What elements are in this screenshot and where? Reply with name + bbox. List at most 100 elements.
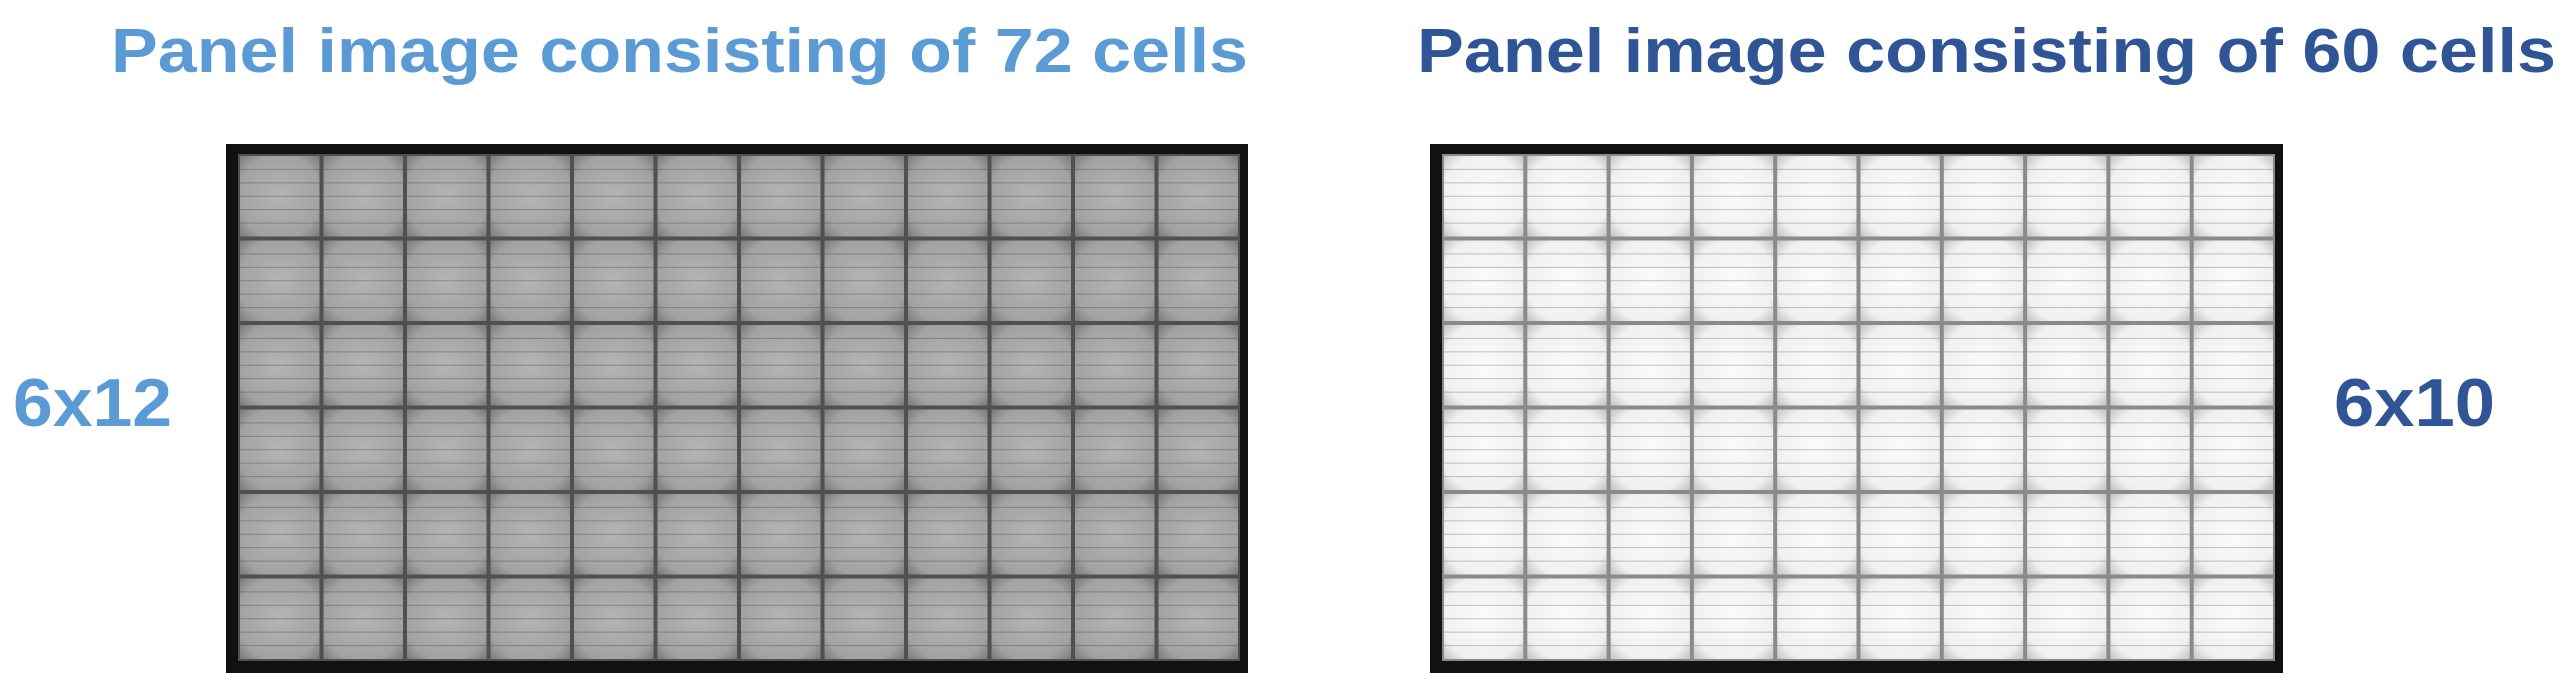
- solar-cell: [2110, 494, 2190, 575]
- solar-cell: [1777, 409, 1857, 490]
- solar-cell: [407, 156, 487, 237]
- solar-cell: [407, 325, 487, 406]
- solar-cell: [240, 325, 320, 406]
- cell-gap: [1442, 154, 2275, 661]
- solar-cell: [2193, 240, 2273, 321]
- panel-label: 6x10: [2334, 365, 2495, 441]
- solar-cell: [574, 494, 654, 575]
- solar-cell: [1860, 409, 1940, 490]
- solar-cell: [1158, 409, 1238, 490]
- solar-cell: [2193, 494, 2273, 575]
- solar-cell: [1527, 578, 1607, 659]
- solar-cell: [991, 240, 1071, 321]
- solar-cell: [2110, 325, 2190, 406]
- solar-cell: [741, 578, 821, 659]
- solar-cell: [323, 494, 403, 575]
- solar-cell: [574, 240, 654, 321]
- solar-cell: [490, 494, 570, 575]
- solar-cell: [1943, 325, 2024, 406]
- solar-cell: [657, 409, 737, 490]
- solar-cell: [240, 409, 320, 490]
- solar-cell: [908, 494, 988, 575]
- solar-cell: [323, 240, 403, 321]
- solar-cell: [490, 409, 570, 490]
- solar-cell: [1527, 156, 1607, 237]
- solar-cell: [1943, 409, 2024, 490]
- solar-cell: [1860, 494, 1940, 575]
- solar-cell: [991, 409, 1071, 490]
- solar-cell: [1943, 240, 2024, 321]
- solar-cell: [1860, 156, 1940, 237]
- solar-cell: [1158, 578, 1238, 659]
- solar-cell: [407, 578, 487, 659]
- solar-cell: [2027, 409, 2107, 490]
- solar-cell: [1527, 494, 1607, 575]
- cell-gap: [238, 154, 1240, 661]
- solar-cell: [323, 578, 403, 659]
- solar-cell: [1444, 578, 1524, 659]
- solar-cell: [2027, 156, 2107, 237]
- solar-cell: [490, 156, 570, 237]
- solar-cell: [657, 325, 737, 406]
- solar-cell: [991, 325, 1071, 406]
- solar-cell: [1860, 578, 1940, 659]
- panel-title: Panel image consisting of 72 cells: [111, 17, 1248, 86]
- solar-cell: [908, 325, 988, 406]
- solar-cell: [1693, 240, 1774, 321]
- solar-cell: [1777, 578, 1857, 659]
- solar-cell: [1610, 409, 1690, 490]
- solar-cell: [490, 240, 570, 321]
- solar-cell: [824, 494, 904, 575]
- solar-cell: [2027, 578, 2107, 659]
- solar-cell: [407, 240, 487, 321]
- solar-cell: [1693, 325, 1774, 406]
- solar-cell: [2193, 409, 2273, 490]
- solar-cell: [1075, 240, 1155, 321]
- solar-cell: [2027, 240, 2107, 321]
- solar-cell: [1158, 325, 1238, 406]
- solar-cell: [657, 578, 737, 659]
- solar-cell: [574, 156, 654, 237]
- solar-cell: [741, 240, 821, 321]
- solar-cell: [657, 240, 737, 321]
- solar-cell: [1943, 156, 2024, 237]
- solar-cell: [1075, 156, 1155, 237]
- solar-cell: [1693, 578, 1774, 659]
- solar-cell: [1943, 578, 2024, 659]
- solar-cell: [1943, 494, 2024, 575]
- solar-cell: [323, 409, 403, 490]
- solar-cell: [991, 494, 1071, 575]
- panel-label: 6x12: [13, 365, 172, 441]
- solar-cell: [1610, 578, 1690, 659]
- solar-cell: [908, 578, 988, 659]
- solar-cell: [1777, 494, 1857, 575]
- solar-cell: [741, 325, 821, 406]
- solar-cell: [1610, 494, 1690, 575]
- solar-cell: [824, 325, 904, 406]
- solar-cell: [824, 578, 904, 659]
- solar-cell: [657, 494, 737, 575]
- solar-cell: [2110, 409, 2190, 490]
- solar-cell: [1860, 325, 1940, 406]
- solar-cell: [1527, 240, 1607, 321]
- solar-cell: [2110, 240, 2190, 321]
- solar-cell: [240, 578, 320, 659]
- solar-cell: [2193, 578, 2273, 659]
- solar-cell: [908, 156, 988, 237]
- solar-cell: [908, 240, 988, 321]
- solar-cell: [2193, 325, 2273, 406]
- solar-cell: [1158, 494, 1238, 575]
- panel-image: [1430, 144, 2283, 673]
- solar-cell: [1527, 325, 1607, 406]
- solar-cell: [1158, 156, 1238, 237]
- solar-cell: [1444, 494, 1524, 575]
- solar-cell: [574, 325, 654, 406]
- solar-cell: [1527, 409, 1607, 490]
- solar-cell: [1610, 240, 1690, 321]
- solar-cell: [1075, 409, 1155, 490]
- solar-cell: [1158, 240, 1238, 321]
- solar-cell: [407, 409, 487, 490]
- solar-cell: [2110, 578, 2190, 659]
